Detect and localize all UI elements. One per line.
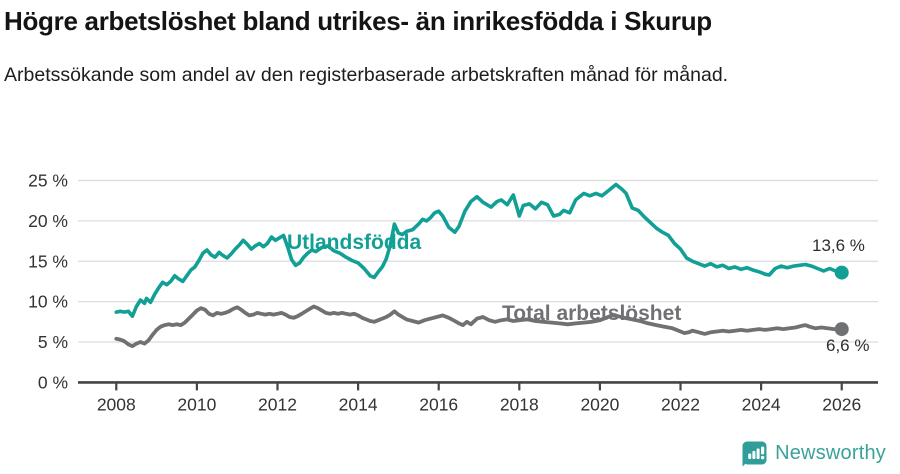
y-tick-label: 20 %	[28, 211, 68, 231]
x-tick-label: 2012	[258, 394, 297, 414]
end-value-label-total: 6,6 %	[826, 336, 870, 355]
x-tick-label: 2022	[661, 394, 700, 414]
x-tick-label: 2016	[419, 394, 458, 414]
newsworthy-logo-icon	[742, 441, 767, 467]
y-tick-label: 25 %	[28, 170, 68, 190]
x-tick-label: 2026	[822, 394, 861, 414]
chart-subtitle: Arbetssökande som andel av den registerb…	[4, 64, 729, 86]
line-series-0	[114, 182, 844, 318]
page-title: Högre arbetslöshet bland utrikes- än inr…	[4, 6, 712, 36]
newsworthy-attribution: Newsworthy	[741, 440, 886, 467]
x-tick-label: 2018	[500, 394, 539, 414]
series-label-total-arbetsloshet: Total arbetslöshet	[502, 302, 682, 325]
newsworthy-brand-text: Newsworthy	[775, 442, 886, 464]
y-tick-label: 10 %	[28, 292, 68, 312]
y-tick-label: 5 %	[38, 332, 68, 352]
end-value-label-utlandsfodda: 13,6 %	[812, 236, 865, 255]
x-tick-label: 2008	[97, 394, 136, 414]
y-tick-label: 15 %	[28, 251, 68, 271]
x-tick-label: 2020	[580, 394, 619, 414]
line-series-1	[114, 304, 844, 348]
y-tick-label: 0 %	[38, 372, 68, 392]
x-tick-label: 2014	[339, 394, 378, 414]
end-dot-series-1	[834, 322, 849, 337]
series-label-utlandsfodda: Utlandsfödda	[287, 231, 422, 254]
end-dot-series-0	[834, 265, 849, 280]
x-tick-label: 2010	[177, 394, 216, 414]
x-tick-label: 2024	[742, 394, 781, 414]
